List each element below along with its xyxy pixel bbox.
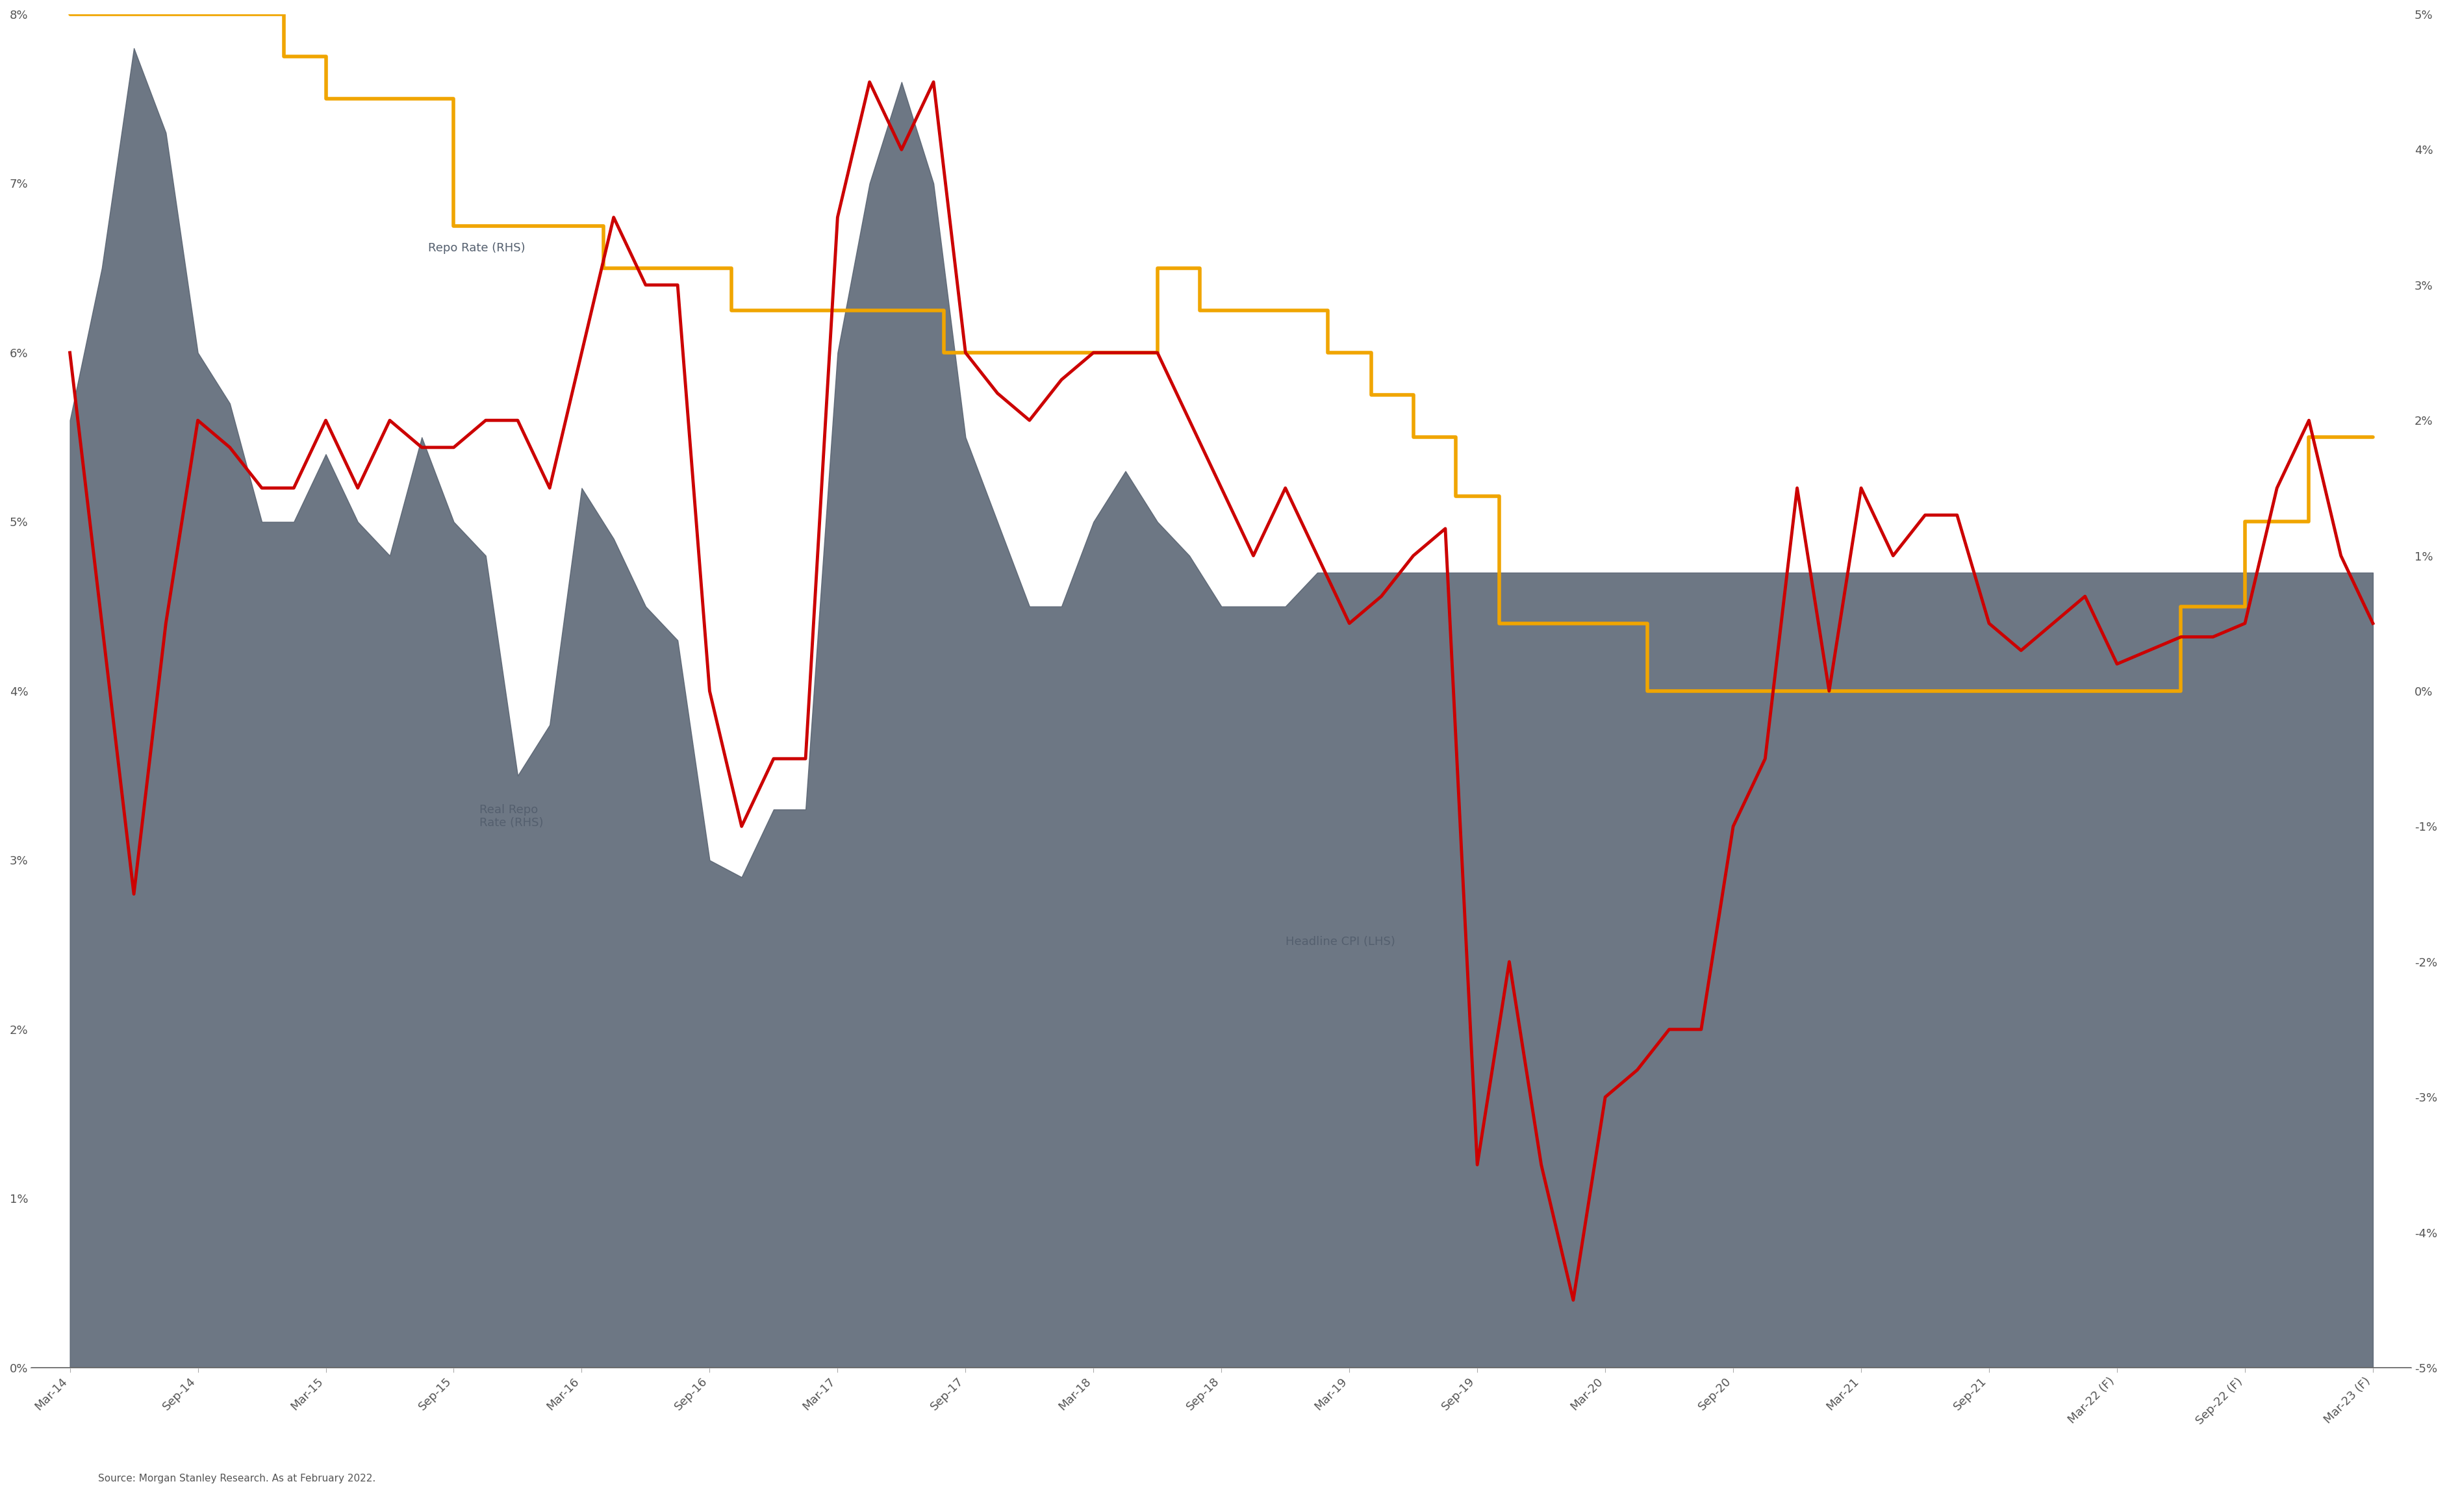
Text: Source: Morgan Stanley Research. As at February 2022.: Source: Morgan Stanley Research. As at F… [98, 1474, 374, 1483]
Text: Repo Rate (RHS): Repo Rate (RHS) [428, 242, 526, 254]
Text: Real Repo
Rate (RHS): Real Repo Rate (RHS) [480, 804, 543, 829]
Text: Headline CPI (LHS): Headline CPI (LHS) [1285, 936, 1395, 948]
